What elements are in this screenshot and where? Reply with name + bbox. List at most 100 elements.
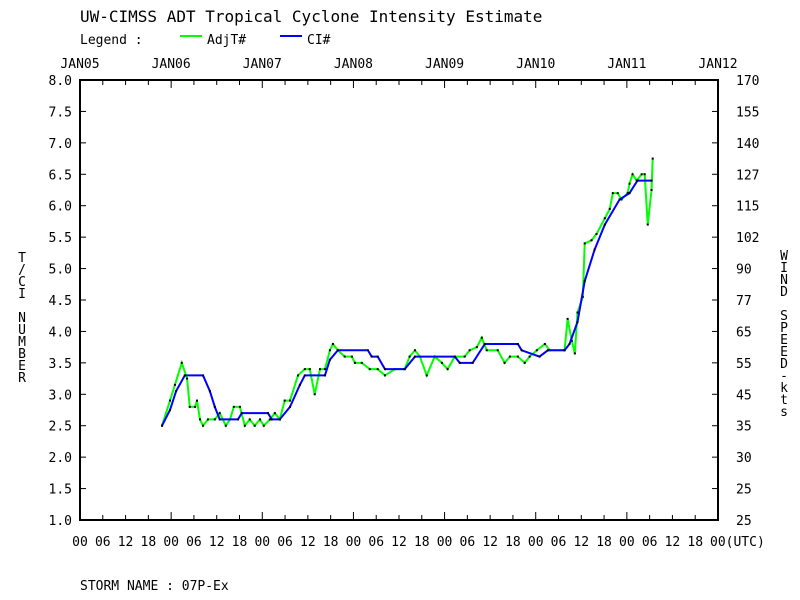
data-point [202, 424, 205, 427]
data-point [583, 242, 586, 245]
data-point [376, 368, 379, 371]
data-point [608, 207, 611, 210]
plot-frame [79, 79, 719, 521]
y2-axis-title-char: t [780, 393, 788, 408]
data-point [626, 192, 629, 195]
data-point [273, 412, 276, 415]
x-tick-label: 18 [141, 535, 157, 550]
x-tick-label: 06 [368, 535, 384, 550]
data-point [218, 412, 221, 415]
data-point [523, 361, 526, 364]
x-tick-label: 18 [687, 535, 703, 550]
y2-axis-title-char: D [780, 357, 788, 372]
data-point [360, 361, 363, 364]
x-tick-label: 18 [232, 535, 248, 550]
data-point [283, 399, 286, 402]
data-point [262, 424, 265, 427]
x-tick-label: 12 [300, 535, 316, 550]
x-tick-label: 18 [414, 535, 430, 550]
data-point [640, 173, 643, 176]
series-line-ci [161, 179, 652, 427]
y2-tick-label: 65 [736, 325, 752, 340]
y2-axis-title-char: W [780, 249, 788, 264]
data-point [308, 368, 311, 371]
data-point [266, 412, 269, 415]
data-point [383, 368, 386, 371]
data-point [195, 399, 198, 402]
data-point [169, 399, 172, 402]
data-point [446, 368, 449, 371]
data-point [528, 355, 531, 358]
day-label: JAN12 [698, 57, 737, 72]
data-point [471, 361, 474, 364]
data-point [232, 405, 235, 408]
data-point [303, 374, 306, 377]
y-axis-title-char: R [18, 371, 26, 386]
y2-axis-title-char: I [780, 261, 788, 276]
day-label: JAN10 [516, 57, 555, 72]
y-tick-label: 4.0 [49, 325, 72, 340]
data-point [303, 368, 306, 371]
y-axis-title-char: B [18, 347, 26, 362]
data-point [475, 346, 478, 349]
x-tick-label: 00 [528, 535, 544, 550]
data-point [520, 349, 523, 352]
day-label: JAN05 [60, 57, 99, 72]
y-axis-title-char: U [18, 323, 26, 338]
day-label: JAN11 [607, 57, 646, 72]
data-point [208, 390, 211, 393]
data-point [243, 424, 246, 427]
x-tick-label: 06 [95, 535, 111, 550]
data-point [651, 157, 654, 160]
y-axis-title-char: E [18, 359, 26, 374]
data-point [236, 418, 239, 421]
x-tick-label: 12 [391, 535, 407, 550]
data-point [413, 355, 416, 358]
y2-axis-title-char: - [780, 369, 788, 384]
y-tick-label: 1.0 [49, 514, 72, 529]
series-group [161, 157, 654, 428]
y-tick-label: 7.5 [49, 105, 72, 120]
data-point [169, 409, 172, 411]
y-tick-label: 3.0 [49, 388, 72, 403]
data-point [202, 374, 205, 377]
data-point [576, 311, 579, 314]
data-point [296, 374, 299, 377]
data-point [463, 355, 466, 358]
data-point [546, 349, 549, 352]
data-point [636, 179, 639, 182]
data-point [328, 358, 331, 361]
y-tick-label: 3.5 [49, 357, 72, 372]
data-point [618, 198, 621, 201]
y2-tick-label: 127 [736, 168, 759, 183]
series-line-adjt [161, 158, 654, 428]
data-point [646, 223, 649, 226]
y-tick-label: 6.0 [49, 200, 72, 215]
y2-tick-label: 90 [736, 263, 752, 278]
y-axis-title-char: N [18, 311, 26, 326]
data-point [616, 192, 619, 195]
data-point [366, 349, 369, 352]
day-label: JAN08 [334, 57, 373, 72]
y-axis-title-char: M [18, 335, 26, 350]
data-point [188, 405, 191, 408]
data-point [186, 377, 189, 380]
x-tick-label: 18 [505, 535, 521, 550]
y-tick-label: 5.5 [49, 231, 72, 246]
data-point [218, 418, 221, 421]
y2-tick-label: 140 [736, 137, 759, 152]
x-tick-label: 12 [482, 535, 498, 550]
y2-axis-title-char: S [780, 309, 788, 324]
data-point [595, 233, 598, 235]
x-tick-label: 06 [460, 535, 476, 550]
data-point [650, 179, 653, 182]
y2-tick-label: 155 [736, 105, 759, 120]
data-point [343, 355, 346, 358]
data-point [323, 374, 326, 377]
legend: AdjT# CI# [180, 33, 331, 48]
y2-axis-title-char: s [780, 405, 788, 420]
storm-name: STORM NAME : 07P-Ex [80, 579, 229, 594]
data-point [350, 355, 353, 358]
data-point [566, 317, 569, 320]
data-point [458, 361, 461, 364]
